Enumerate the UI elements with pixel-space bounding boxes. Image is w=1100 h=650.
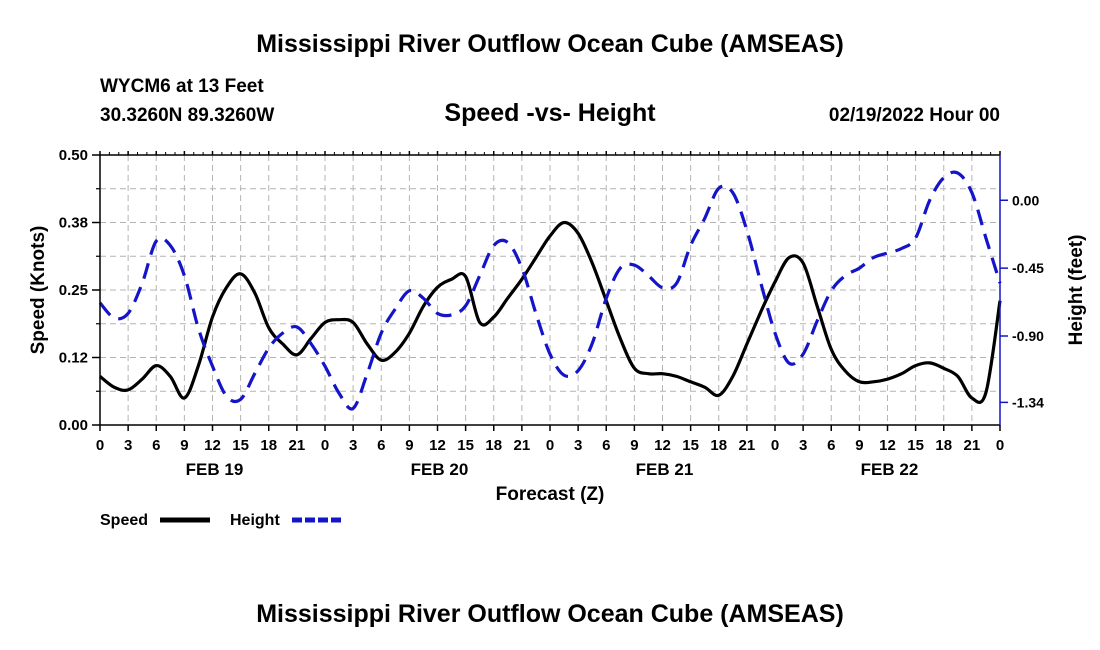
x-tick-label: 0 xyxy=(771,437,779,454)
station-coordinates: 30.3260N 89.3260W xyxy=(100,105,275,126)
x-tick-label: 21 xyxy=(964,437,981,454)
y-axis-title: Speed (Knots) xyxy=(28,226,49,355)
x-tick-label: 0 xyxy=(96,437,104,454)
x-tick-label: 9 xyxy=(405,437,413,454)
x-day-label: FEB 21 xyxy=(636,460,694,479)
y2-tick-label: -0.90 xyxy=(1012,328,1044,344)
chart-subtitle: Speed -vs- Height xyxy=(444,99,656,127)
x-tick-label: 12 xyxy=(204,437,221,454)
x-tick-label: 9 xyxy=(180,437,188,454)
x-tick-label: 15 xyxy=(457,437,474,454)
x-tick-label: 0 xyxy=(546,437,554,454)
x-tick-label: 0 xyxy=(321,437,329,454)
speed-series-line xyxy=(98,220,1002,404)
y2-axis-title: Height (feet) xyxy=(1066,235,1087,346)
x-tick-label: 18 xyxy=(485,437,502,454)
legend-label-speed: Speed xyxy=(100,512,148,529)
x-tick-label: 9 xyxy=(630,437,638,454)
x-tick-label: 18 xyxy=(260,437,277,454)
station-label: WYCM6 at 13 Feet xyxy=(100,76,264,97)
legend-label-height: Height xyxy=(230,512,280,529)
x-tick-label: 6 xyxy=(827,437,835,454)
axis-labels: 0 3 6 9 12 15 18 21 0 3 6 9 12 15 18 21 0 3 6 9 12 15 18 21 0 3 6 9… xyxy=(28,147,1087,505)
x-tick-label: 3 xyxy=(349,437,357,454)
x-tick-label: 15 xyxy=(232,437,249,454)
grid xyxy=(100,155,1000,425)
forecast-datetime: 02/19/2022 Hour 00 xyxy=(828,105,1000,126)
x-tick-label: 15 xyxy=(682,437,699,454)
x-day-label: FEB 20 xyxy=(411,460,469,479)
y2-tick-label: -0.45 xyxy=(1012,260,1044,276)
x-tick-label: 18 xyxy=(935,437,952,454)
x-tick-label: 12 xyxy=(879,437,896,454)
x-tick-label: 3 xyxy=(124,437,132,454)
x-tick-label: 6 xyxy=(152,437,160,454)
axes xyxy=(92,151,1008,431)
x-tick-label: 21 xyxy=(514,437,531,454)
y2-tick-label: -1.34 xyxy=(1012,394,1044,410)
y-tick-label: 0.00 xyxy=(59,417,88,434)
y-tick-label: 0.25 xyxy=(59,282,88,299)
x-tick-label: 21 xyxy=(289,437,306,454)
x-tick-label: 9 xyxy=(855,437,863,454)
x-tick-label: 12 xyxy=(429,437,446,454)
x-day-label: FEB 19 xyxy=(186,460,244,479)
x-tick-label: 3 xyxy=(799,437,807,454)
chart-main-title: Mississippi River Outflow Ocean Cube (AM… xyxy=(256,30,844,58)
y-tick-label: 0.50 xyxy=(59,147,88,164)
x-tick-label: 21 xyxy=(739,437,756,454)
y-tick-label: 0.38 xyxy=(59,215,88,232)
x-tick-label: 3 xyxy=(574,437,582,454)
x-tick-label: 6 xyxy=(377,437,385,454)
x-tick-label: 18 xyxy=(710,437,727,454)
y-tick-label: 0.12 xyxy=(59,350,88,367)
x-tick-label: 0 xyxy=(996,437,1004,454)
x-day-label: FEB 22 xyxy=(861,460,919,479)
x-tick-label: 12 xyxy=(654,437,671,454)
x-tick-label: 15 xyxy=(907,437,924,454)
legend: Speed Height xyxy=(100,512,342,529)
x-axis-title: Forecast (Z) xyxy=(496,484,605,505)
height-series-line xyxy=(98,170,1002,411)
series-group xyxy=(98,170,1002,411)
y2-tick-label: 0.00 xyxy=(1012,192,1039,208)
footer-title: Mississippi River Outflow Ocean Cube (AM… xyxy=(256,600,844,628)
x-tick-label: 6 xyxy=(602,437,610,454)
